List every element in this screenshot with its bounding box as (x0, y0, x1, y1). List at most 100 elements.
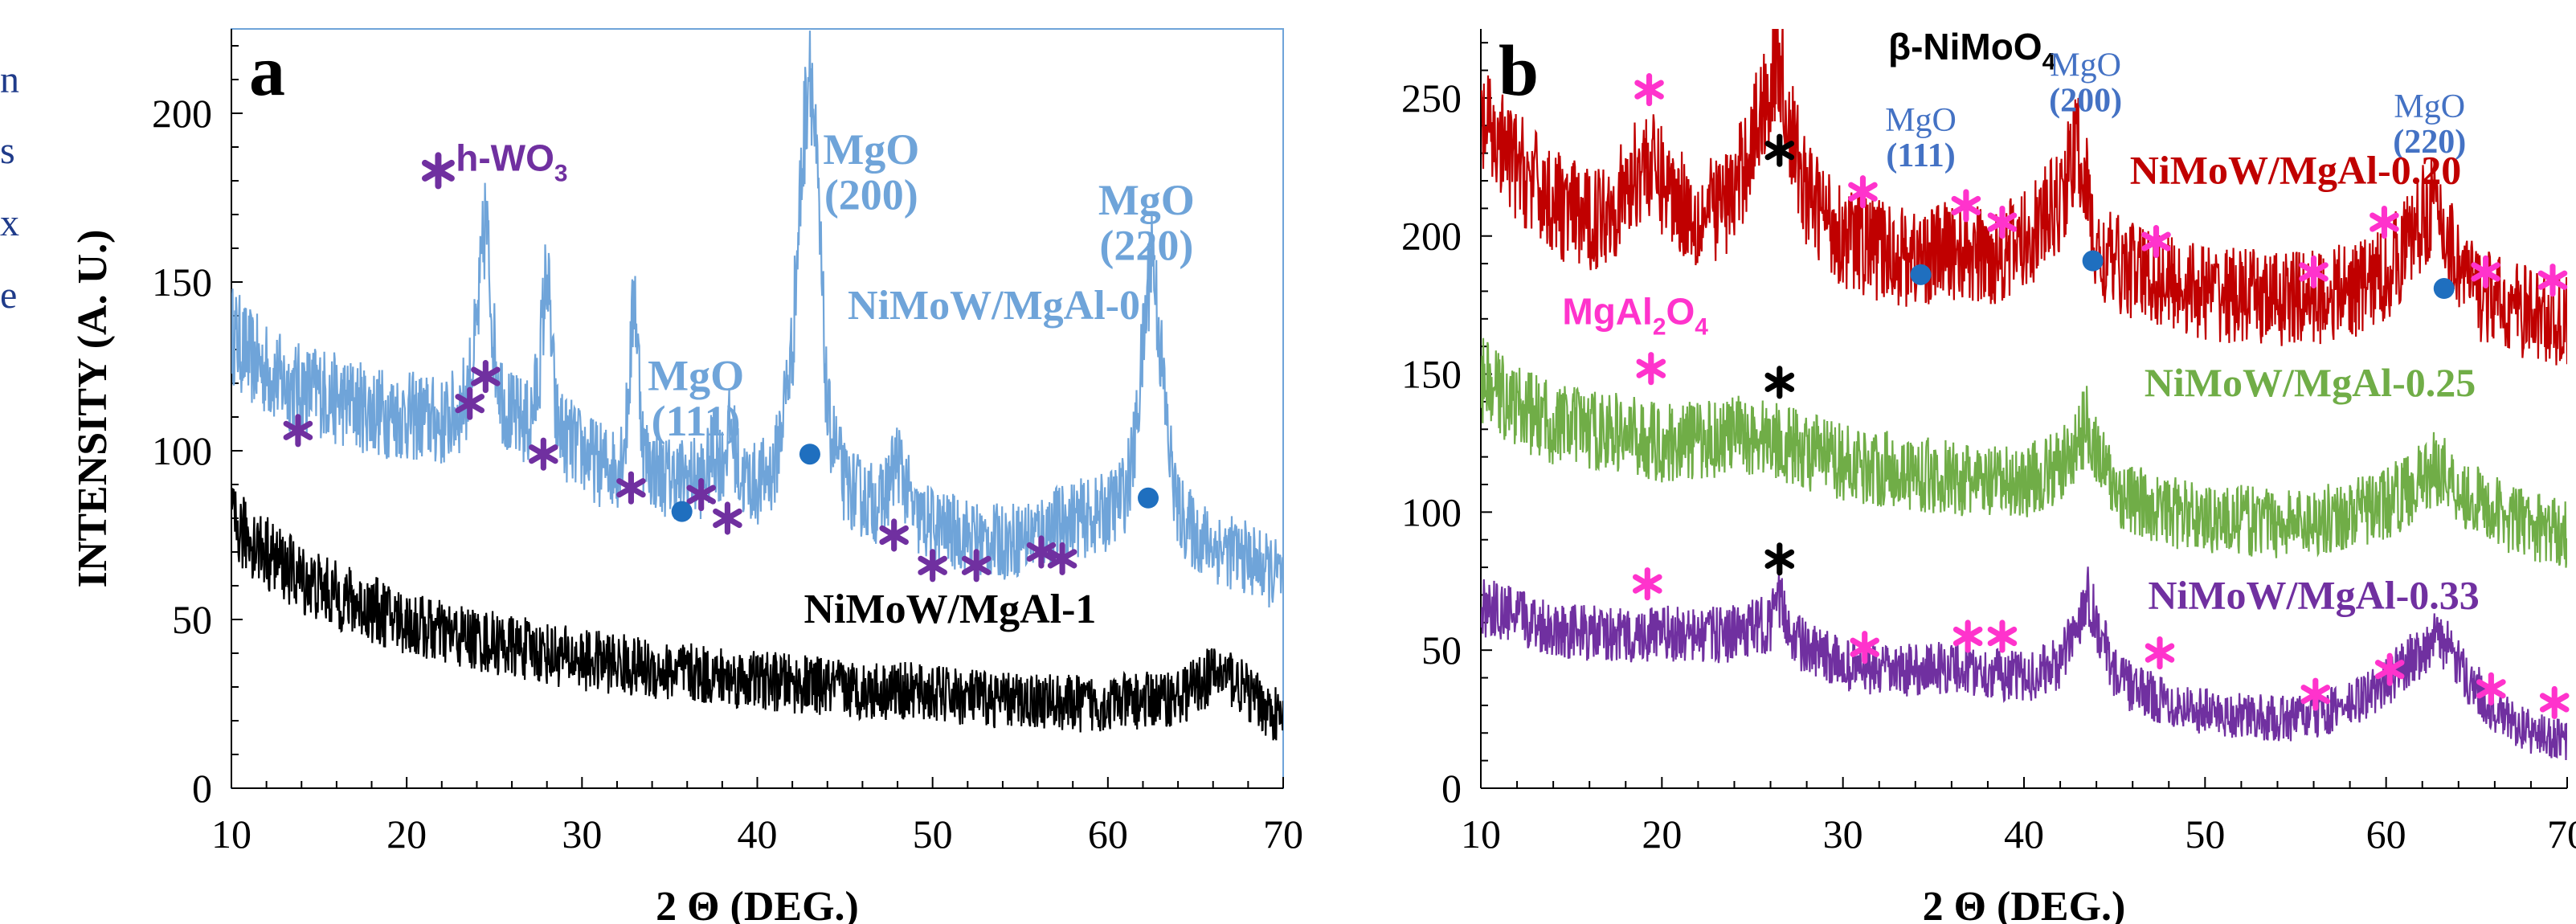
asterisk-marker (1634, 73, 1664, 107)
asterisk-marker (2370, 205, 2399, 239)
chart-panel-a: 10 20 30 40 50 60 70 0 50 100 150 200 2 Θ (DEG.) INTE… (70, 28, 1303, 924)
asterisk-marker (713, 501, 742, 535)
asterisk-marker (2141, 225, 2171, 259)
x-tick-label: 40 (2004, 812, 2044, 857)
asterisk-marker (2537, 264, 2568, 297)
asterisk-marker (455, 386, 485, 420)
dot-marker (1910, 264, 1932, 285)
annotation-label: MgAl2O4 (1562, 291, 1708, 341)
y-tick-label: 200 (1401, 214, 1462, 259)
x-tick-label: 20 (386, 812, 427, 857)
dot-marker (799, 444, 820, 465)
annotation-label: MgO (648, 351, 744, 399)
annotation-label-line2: (220) (2393, 124, 2466, 161)
series-line (1481, 337, 2567, 568)
asterisk-marker (471, 360, 501, 394)
dot-marker (1138, 487, 1159, 509)
edge-glyph-2: s (0, 129, 15, 172)
annotation-label: NiMoW/MgAl-0.25 (2145, 360, 2476, 405)
dot-marker (2433, 278, 2455, 300)
dot-marker (671, 501, 693, 522)
chart-panel-b: 10 20 30 40 50 60 70 0 50 100 150 200 250 2 Θ (DEG.) b… (1401, 26, 2576, 924)
asterisk-marker (1633, 567, 1662, 601)
asterisk-marker (1764, 542, 1795, 576)
annotation-label: h-WO3 (456, 137, 567, 186)
y-tick-label: 0 (192, 766, 212, 811)
x-tick-label: 50 (913, 812, 953, 857)
x-tick-label: 10 (211, 812, 251, 857)
x-tick-label: 70 (2547, 812, 2576, 857)
asterisk-marker (2299, 255, 2329, 288)
asterisk-marker (1987, 205, 2018, 239)
x-tick-label: 20 (1642, 812, 1682, 857)
x-tick-label: 60 (1088, 812, 1128, 857)
edge-glyph-1: n (0, 59, 19, 101)
asterisk-marker (1764, 366, 1795, 399)
asterisk-marker (1636, 352, 1666, 386)
y-tick-label: 250 (1401, 76, 1462, 121)
y-tick-label: 0 (1441, 766, 1462, 811)
asterisk-marker (529, 437, 558, 471)
asterisk-marker (2374, 652, 2405, 686)
x-tick-label: 50 (2185, 812, 2225, 857)
y-tick-label: 100 (152, 428, 212, 473)
x-tick-label: 10 (1461, 812, 1501, 857)
asterisk-marker (1764, 133, 1795, 167)
x-axis-title: 2 Θ (DEG.) (656, 884, 859, 924)
annotation-label: NiMoW/MgAl-0 (848, 283, 1140, 329)
annotation-label-line2: (111) (1886, 137, 1955, 174)
series-line (231, 488, 1283, 741)
annotation-label: MgO (2050, 47, 2121, 84)
annotation-label-line2: (220) (1099, 222, 1193, 270)
asterisk-marker (918, 549, 947, 583)
panel-label-a: a (249, 31, 285, 111)
y-tick-label: 150 (1401, 352, 1462, 397)
panel-label-b: b (1499, 31, 1539, 111)
asterisk-marker (1047, 542, 1077, 575)
asterisk-marker (2539, 685, 2570, 720)
asterisk-marker (2145, 636, 2175, 670)
annotation-label-line2: (111) (652, 397, 741, 445)
x-axis-title: 2 Θ (DEG.) (1923, 884, 2126, 924)
asterisk-marker (2476, 672, 2506, 705)
asterisk-marker (1850, 631, 1879, 664)
asterisk-marker (686, 478, 716, 512)
asterisk-marker (2471, 255, 2500, 288)
edge-glyph-4: e (0, 274, 18, 317)
annotation-label: NiMoW/MgAl-0.20 (2130, 147, 2461, 192)
edge-glyph-3: x (0, 202, 19, 244)
annotation-label-line2: (200) (2049, 83, 2122, 120)
y-tick-label: 200 (152, 91, 212, 136)
x-tick-label: 60 (2366, 812, 2406, 857)
asterisk-marker (1951, 189, 1981, 223)
y-axis-title: INTENSITY (A. U.) (70, 230, 116, 588)
asterisk-marker (1026, 535, 1057, 569)
annotation-label: MgO (1885, 102, 1957, 139)
x-tick-label: 30 (1823, 812, 1863, 857)
series-line (231, 31, 1283, 608)
y-tick-label: 50 (1421, 628, 1462, 673)
asterisk-marker (1848, 175, 1878, 209)
y-tick-label: 100 (1401, 489, 1462, 534)
annotation-label: MgO (1098, 176, 1195, 224)
asterisk-marker (283, 414, 313, 448)
asterisk-marker (616, 471, 646, 505)
annotation-label: MgO (823, 125, 919, 174)
series-line (1481, 566, 2567, 761)
asterisk-marker (1952, 619, 1983, 653)
asterisk-marker (961, 549, 992, 583)
annotation-label-line2: (200) (824, 171, 918, 219)
annotation-label: MgO (2394, 88, 2465, 125)
y-tick-label: 50 (172, 597, 212, 642)
asterisk-marker (2300, 677, 2331, 711)
x-tick-label: 40 (738, 812, 778, 857)
annotation-label: NiMoW/MgAl-0.33 (2148, 573, 2479, 618)
annotation-label: β-NiMoO4 (1888, 26, 2056, 76)
series-line (1481, 29, 2567, 366)
y-tick-label: 150 (152, 260, 212, 305)
x-tick-label: 70 (1263, 812, 1303, 857)
dot-marker (2082, 250, 2104, 272)
asterisk-marker (879, 518, 909, 552)
annotation-label: NiMoW/MgAl-1 (804, 587, 1097, 632)
